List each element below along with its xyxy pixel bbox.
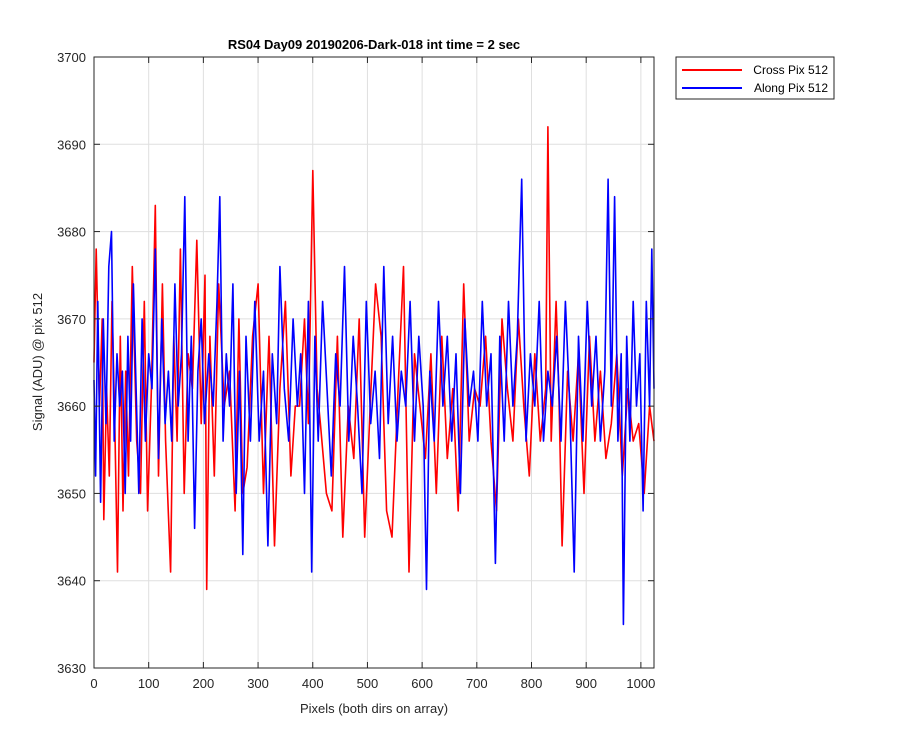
x-tick-label: 800	[521, 676, 543, 691]
y-tick-label: 3630	[57, 661, 86, 676]
y-axis-label: Signal (ADU) @ pix 512	[30, 293, 45, 431]
legend-label-along: Along Pix 512	[754, 81, 828, 95]
legend-box	[675, 56, 835, 100]
y-tick-label: 3640	[57, 574, 86, 589]
x-tick-label: 500	[357, 676, 379, 691]
plot-frame	[93, 56, 655, 669]
x-tick-label: 0	[90, 676, 97, 691]
y-tick-label: 3650	[57, 486, 86, 501]
series-line-along-pix-512	[93, 178, 655, 626]
y-tick-label: 3670	[57, 312, 86, 327]
x-tick-label: 100	[138, 676, 160, 691]
x-tick-label: 1000	[626, 676, 655, 691]
y-tick-label: 3690	[57, 137, 86, 152]
x-tick-label: 600	[411, 676, 433, 691]
x-axis-label: Pixels (both dirs on array)	[300, 701, 448, 716]
y-tick-label: 3700	[57, 50, 86, 65]
y-tick-label: 3660	[57, 399, 86, 414]
axis-ticks: 0 100 200 300 400 500 600 700 800 900 1000 3630 3640…	[57, 50, 655, 691]
x-tick-label: 300	[247, 676, 269, 691]
y-tick-label: 3680	[57, 225, 86, 240]
chart-title: RS04 Day09 20190206-Dark-018 int time = …	[228, 37, 520, 52]
legend-label-cross: Cross Pix 512	[753, 63, 828, 77]
x-tick-label: 400	[302, 676, 324, 691]
x-tick-label: 200	[193, 676, 215, 691]
x-tick-label: 900	[575, 676, 597, 691]
x-tick-label: 700	[466, 676, 488, 691]
series-layer	[93, 126, 655, 626]
legend: Cross Pix 512 Along Pix 512	[675, 56, 835, 100]
